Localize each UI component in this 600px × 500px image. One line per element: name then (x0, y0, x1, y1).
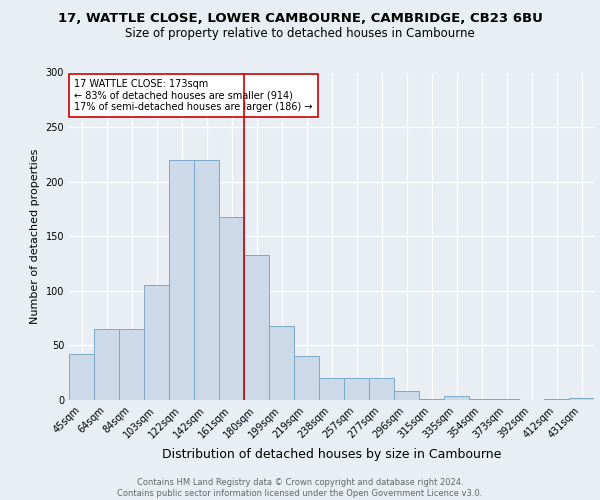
Bar (319, 378, 344, 400)
Bar (394, 392, 419, 400)
Bar (344, 378, 369, 400)
Bar (169, 160, 194, 400)
Bar (494, 399, 519, 400)
Text: Contains HM Land Registry data © Crown copyright and database right 2024.
Contai: Contains HM Land Registry data © Crown c… (118, 478, 482, 498)
Bar (219, 216, 244, 400)
Text: Size of property relative to detached houses in Cambourne: Size of property relative to detached ho… (125, 28, 475, 40)
Bar (69, 354, 94, 400)
Bar (94, 329, 119, 400)
Text: 17, WATTLE CLOSE, LOWER CAMBOURNE, CAMBRIDGE, CB23 6BU: 17, WATTLE CLOSE, LOWER CAMBOURNE, CAMBR… (58, 12, 542, 26)
Bar (294, 356, 319, 400)
Bar (569, 398, 594, 400)
Bar (544, 399, 569, 400)
Bar (269, 326, 294, 400)
Bar (469, 399, 494, 400)
Bar (144, 286, 169, 400)
Bar (444, 396, 469, 400)
Bar (119, 329, 144, 400)
Bar (194, 160, 219, 400)
Y-axis label: Number of detached properties: Number of detached properties (30, 148, 40, 324)
Bar (369, 378, 394, 400)
Bar (244, 255, 269, 400)
Text: 17 WATTLE CLOSE: 173sqm
← 83% of detached houses are smaller (914)
17% of semi-d: 17 WATTLE CLOSE: 173sqm ← 83% of detache… (74, 79, 313, 112)
X-axis label: Distribution of detached houses by size in Cambourne: Distribution of detached houses by size … (162, 448, 501, 461)
Bar (419, 399, 444, 400)
